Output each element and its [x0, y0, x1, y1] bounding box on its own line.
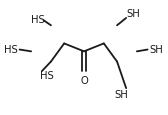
- Text: HS: HS: [31, 14, 45, 24]
- Text: SH: SH: [150, 44, 164, 54]
- Text: SH: SH: [114, 90, 128, 99]
- Text: HS: HS: [40, 70, 54, 80]
- Text: HS: HS: [4, 44, 18, 54]
- Text: O: O: [80, 76, 88, 85]
- Text: SH: SH: [127, 9, 140, 19]
